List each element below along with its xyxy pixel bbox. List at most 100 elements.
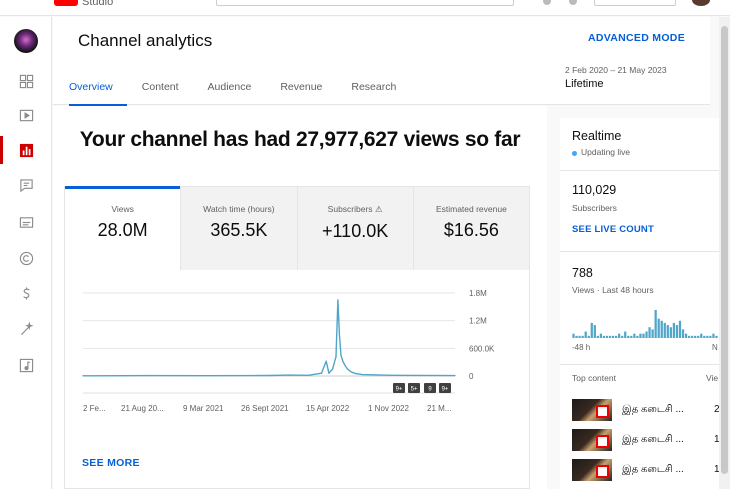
sidebar-item-comments[interactable] [0, 167, 52, 203]
sidebar-item-audio-library[interactable] [0, 347, 52, 383]
realtime-bar [608, 335, 612, 338]
realtime-bar [703, 335, 706, 338]
video-marker-box [439, 383, 451, 393]
scrollbar-thumb[interactable] [721, 26, 728, 474]
video-marker[interactable]: 9 [424, 383, 436, 393]
date-range[interactable]: 2 Feb 2020 – 21 May 2023 [565, 65, 667, 75]
top-content-label: Top content [572, 373, 616, 383]
advanced-mode-button[interactable]: ADVANCED MODE [587, 32, 685, 44]
realtime-bar [639, 333, 642, 338]
realtime-bar [694, 335, 697, 338]
video-marker[interactable]: 9+ [393, 383, 405, 393]
data-point [355, 373, 357, 375]
realtime-bar [672, 322, 676, 338]
data-point [344, 364, 346, 366]
tab-revenue[interactable]: Revenue [280, 81, 323, 93]
data-point [351, 371, 353, 373]
metric-value: +110.0K [322, 221, 389, 241]
video-title: இத கடைசி ... [622, 404, 684, 415]
date-range-label[interactable]: Lifetime [565, 78, 604, 90]
realtime-bar [684, 333, 688, 338]
audio-library-icon [19, 358, 33, 372]
divider [560, 364, 730, 365]
sidebar [0, 17, 52, 489]
channel-avatar[interactable] [14, 29, 38, 53]
data-point [206, 375, 208, 377]
realtime-bar [599, 333, 603, 338]
video-marker[interactable]: 9+ [439, 383, 451, 393]
video-marker[interactable]: 5+ [408, 383, 420, 393]
content-icon [19, 109, 33, 121]
sidebar-item-copyright[interactable] [0, 240, 52, 276]
metric-tab-watch-time[interactable]: Watch time (hours) 365.5K [180, 187, 297, 270]
video-marker-label: 5+ [411, 387, 418, 393]
realtime-axis-start: -48 h [572, 343, 591, 352]
data-point [335, 356, 337, 358]
data-point [332, 368, 334, 370]
realtime-bar [614, 335, 618, 338]
data-point [328, 372, 330, 374]
page-title: Channel analytics [78, 31, 213, 50]
notifications-icon[interactable] [569, 0, 577, 5]
sidebar-item-analytics[interactable] [0, 132, 52, 168]
realtime-bar [630, 335, 633, 338]
realtime-bar [645, 331, 648, 338]
metric-tab-views[interactable]: Views 28.0M [65, 186, 181, 270]
realtime-bar [587, 335, 590, 338]
account-avatar[interactable] [692, 0, 710, 6]
realtime-bar [663, 322, 666, 338]
sidebar-item-subtitles[interactable] [0, 204, 52, 240]
divider [560, 251, 730, 252]
sidebar-item-customisation[interactable] [0, 311, 52, 347]
search-input[interactable] [216, 0, 514, 6]
tab-content[interactable]: Content [141, 81, 179, 93]
top-content-item[interactable]: இத கடைசி ... 2 [572, 399, 730, 421]
realtime-bar [706, 335, 709, 338]
video-view-count: 1 [714, 434, 720, 445]
data-point [337, 299, 339, 301]
metric-tab-subscribers[interactable]: Subscribers ⚠ +110.0K [296, 187, 413, 270]
x-tick-label: 26 Sept 2021 [241, 404, 289, 413]
see-live-count-link[interactable]: SEE LIVE COUNT [572, 224, 654, 235]
metric-tab-revenue[interactable]: Estimated revenue $16.56 [412, 187, 529, 270]
x-tick-label: 2 Fe... [83, 404, 106, 413]
views-chart[interactable]: 1.8M 1.2M 600.0K 0 2 Fe... 21 Aug 20... 9 Mar … [65, 270, 531, 450]
youtube-logo-icon[interactable] [54, 0, 78, 6]
top-content-item[interactable]: இத கடைசி ... 1 [572, 459, 730, 481]
data-point [342, 360, 344, 362]
see-more-link[interactable]: SEE MORE [82, 457, 140, 469]
realtime-subscriber-count: 110,029 [572, 183, 617, 197]
realtime-status: Updating live [581, 147, 631, 157]
views-series-line [82, 299, 456, 377]
video-view-count: 1 [714, 464, 720, 475]
sidebar-item-content[interactable] [0, 97, 52, 133]
metric-tabs: Views 28.0M Watch time (hours) 365.5K Su… [64, 186, 530, 270]
video-marker-box [393, 383, 405, 393]
video-title: இத கடைசி ... [622, 464, 684, 475]
metric-value: $16.56 [443, 220, 499, 240]
tab-overview[interactable]: Overview [69, 73, 127, 107]
realtime-bar-chart[interactable] [572, 306, 718, 338]
tab-research[interactable]: Research [351, 81, 397, 93]
y-tick-label: 0 [469, 372, 474, 381]
top-content-item[interactable]: இத கடைசி ... 1 [572, 429, 730, 451]
create-button[interactable] [594, 0, 676, 6]
data-point [454, 375, 456, 377]
realtime-bar [611, 335, 615, 338]
realtime-bar [654, 310, 657, 338]
metric-value: 28.0M [97, 220, 148, 240]
realtime-bar [651, 329, 654, 338]
subtitles-icon [19, 216, 33, 228]
help-icon[interactable] [543, 0, 551, 5]
sidebar-item-earn[interactable] [0, 275, 52, 311]
data-point [82, 375, 84, 377]
x-tick-label: 21 M... [427, 404, 451, 413]
realtime-bar [624, 331, 627, 338]
realtime-bar [681, 329, 685, 338]
earn-icon [22, 286, 30, 300]
sidebar-item-dashboard[interactable] [0, 63, 52, 99]
tab-audience[interactable]: Audience [207, 81, 252, 93]
realtime-bar [709, 335, 712, 338]
comments-icon [19, 178, 33, 192]
metric-value: 365.5K [210, 220, 268, 240]
